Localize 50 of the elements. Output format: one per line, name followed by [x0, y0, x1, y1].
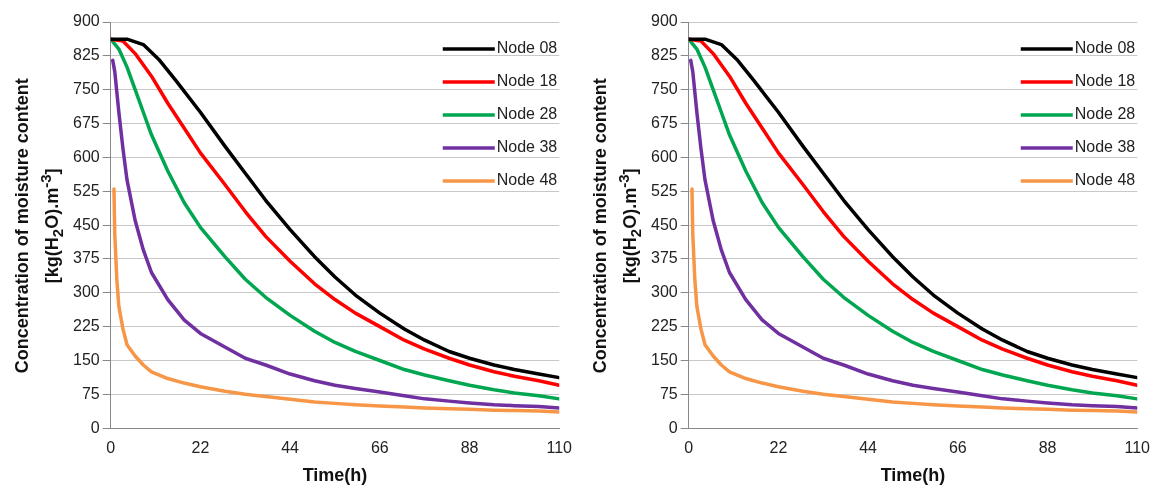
y-tick-label: 150 — [72, 350, 100, 368]
x-axis-title: Time(h) — [880, 465, 946, 486]
y-tick-label: 375 — [72, 249, 100, 267]
y-tick-label: 675 — [650, 113, 678, 131]
legend-label: Node 08 — [1074, 39, 1136, 57]
y-tick-label: 225 — [72, 317, 100, 335]
y-tick-label: 825 — [650, 46, 678, 64]
x-tick-label: 66 — [370, 439, 389, 457]
x-axis-title: Time(h) — [302, 465, 368, 486]
legend-label: Node 28 — [1074, 105, 1136, 123]
y-tick-label: 750 — [72, 80, 100, 98]
legend-label: Node 28 — [496, 105, 558, 123]
y-tick-label: 900 — [650, 12, 678, 30]
y-tick-label: 0 — [90, 418, 100, 436]
legend-label: Node 38 — [496, 138, 558, 156]
x-tick-label: 88 — [1038, 439, 1057, 457]
y-tick-label: 750 — [650, 80, 678, 98]
x-tick-label: 44 — [281, 439, 300, 457]
legend-label: Node 08 — [496, 39, 558, 57]
y-tick-label: 900 — [72, 12, 100, 30]
x-tick-label: 88 — [460, 439, 479, 457]
y-tick-label: 75 — [659, 384, 678, 402]
legend-label: Node 18 — [496, 72, 558, 90]
y-tick-label: 375 — [650, 249, 678, 267]
y-tick-label: 825 — [72, 46, 100, 64]
y-tick-label: 450 — [650, 215, 678, 233]
y-tick-label: 450 — [72, 215, 100, 233]
y-tick-label: 675 — [72, 113, 100, 131]
y-tick-label: 225 — [650, 317, 678, 335]
x-tick-label: 110 — [546, 439, 573, 457]
x-tick-label: 0 — [106, 439, 116, 457]
x-tick-label: 110 — [1124, 439, 1151, 457]
y-tick-label: 525 — [72, 181, 100, 199]
legend-label: Node 18 — [1074, 72, 1136, 90]
y-tick-label: 600 — [72, 147, 100, 165]
x-tick-label: 22 — [191, 439, 210, 457]
x-tick-label: 0 — [684, 439, 694, 457]
y-tick-label: 300 — [650, 283, 678, 301]
legend-label: Node 38 — [1074, 138, 1136, 156]
y-tick-label: 525 — [650, 181, 678, 199]
y-tick-label: 75 — [81, 384, 100, 402]
y-tick-label: 300 — [72, 283, 100, 301]
y-tick-label: 0 — [668, 418, 678, 436]
x-tick-label: 44 — [859, 439, 878, 457]
x-tick-label: 66 — [948, 439, 967, 457]
y-tick-label: 150 — [650, 350, 678, 368]
y-tick-label: 600 — [650, 147, 678, 165]
legend-label: Node 48 — [1074, 171, 1136, 189]
x-tick-label: 22 — [769, 439, 788, 457]
legend-label: Node 48 — [496, 171, 558, 189]
